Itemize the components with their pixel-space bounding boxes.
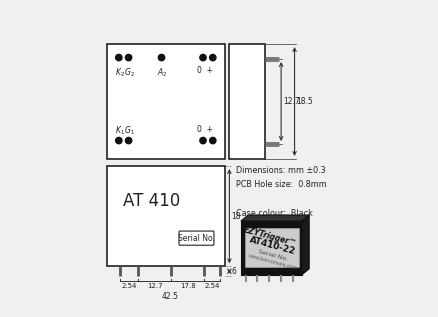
Text: Case colour:  Black: Case colour: Black	[236, 209, 312, 218]
Circle shape	[209, 55, 215, 61]
Text: 2.54: 2.54	[121, 283, 137, 288]
Polygon shape	[301, 215, 308, 275]
Circle shape	[115, 137, 122, 144]
Text: EZYTrigger™: EZYTrigger™	[242, 226, 297, 249]
Text: Serial No.: Serial No.	[178, 234, 215, 243]
Text: PCB Hole size:  0.8mm: PCB Hole size: 0.8mm	[236, 180, 326, 189]
Text: 0  +: 0 +	[197, 66, 212, 75]
Circle shape	[125, 55, 131, 61]
Bar	[106, 44, 224, 159]
Text: 12.7: 12.7	[147, 283, 162, 288]
Circle shape	[209, 137, 215, 144]
Bar	[240, 221, 301, 275]
Text: $K_2\,G_2$: $K_2\,G_2$	[114, 66, 135, 79]
Text: 18.5: 18.5	[296, 97, 313, 106]
Text: $K_1\,G_1$: $K_1\,G_1$	[114, 125, 135, 137]
Circle shape	[158, 55, 164, 61]
Text: www.barconsels.com: www.barconsels.com	[247, 254, 297, 272]
Circle shape	[199, 55, 206, 61]
Text: 12.7: 12.7	[283, 97, 299, 106]
Circle shape	[125, 137, 131, 144]
FancyBboxPatch shape	[179, 231, 213, 245]
Bar	[106, 166, 224, 266]
Polygon shape	[240, 215, 308, 221]
Circle shape	[115, 55, 122, 61]
Text: Serial No.: Serial No.	[257, 249, 287, 262]
Text: $A_2$: $A_2$	[157, 66, 167, 79]
Circle shape	[199, 137, 206, 144]
Text: 18: 18	[231, 212, 240, 221]
Text: 17.8: 17.8	[180, 283, 195, 288]
Text: Dimensions: mm ±0.3: Dimensions: mm ±0.3	[236, 166, 325, 175]
Text: AT410-22: AT410-22	[248, 235, 296, 256]
Text: 2.54: 2.54	[204, 283, 219, 288]
Text: AT 410: AT 410	[123, 192, 180, 210]
Text: 0  +: 0 +	[197, 125, 212, 134]
Text: 42.5: 42.5	[161, 292, 178, 301]
Bar	[228, 44, 265, 159]
Polygon shape	[244, 229, 299, 268]
Text: 6: 6	[231, 267, 236, 276]
